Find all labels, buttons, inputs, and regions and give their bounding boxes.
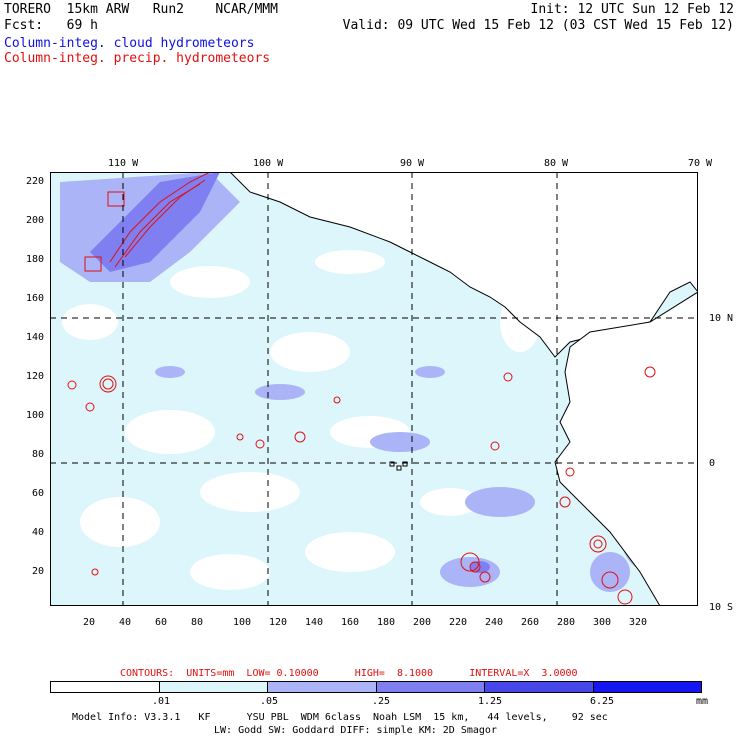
x-tick-label: 100 [233,617,252,628]
y-tick-label: 60 [32,488,45,499]
map-frame [50,172,698,606]
init-time: Init: 12 UTC Sun 12 Feb 12 [530,2,735,17]
lat-label-10n: 10 N [709,313,734,324]
y-tick-label: 40 [32,527,45,538]
x-tick-label: 180 [377,617,396,628]
x-tick-label: 60 [155,617,168,628]
x-tick-label: 40 [119,617,132,628]
galapagos-islands [389,461,408,471]
cloud-field-label: Column-integ. cloud hydrometeors [4,36,255,51]
legend-swatch [485,682,594,692]
x-tick-label: 240 [485,617,504,628]
map-plot [50,172,698,606]
legend-label: .05 [260,696,279,707]
lat-lon-grid [50,172,698,606]
x-tick-label: 20 [83,617,96,628]
legend-swatch [376,682,485,692]
clear-sky-patches [62,222,685,590]
y-tick-label: 160 [26,293,45,304]
legend-swatch [593,682,701,692]
y-tick-label: 80 [32,449,45,460]
model-title: TORERO 15km ARW Run2 NCAR/MMM [4,2,278,17]
legend-swatch [268,682,377,692]
color-scale-bar [50,681,702,693]
forecast-hour: Fcst: 69 h [4,18,98,33]
lat-label-10s: 10 S [709,602,734,613]
y-tick-label: 220 [26,176,45,187]
lon-label-100w: 100 W [253,158,284,169]
contour-info: CONTOURS: UNITS=mm LOW= 0.10000 HIGH= 8.… [120,668,578,679]
legend-label: 6.25 [590,696,615,707]
y-tick-label: 140 [26,332,45,343]
valid-time: Valid: 09 UTC Wed 15 Feb 12 (03 CST Wed … [342,18,734,33]
y-tick-label: 20 [32,566,45,577]
precip-contours [67,172,656,605]
x-tick-label: 140 [305,617,324,628]
x-tick-label: 120 [269,617,288,628]
model-info: Model Info: V3.3.1 KF YSU PBL WDM 6class… [72,712,608,723]
legend-units: mm [696,696,709,707]
legend-swatch [51,682,160,692]
physics-info: LW: Godd SW: Goddard DIFF: simple KM: 2D… [214,725,497,736]
legend-label: .01 [152,696,171,707]
x-tick-label: 200 [413,617,432,628]
x-tick-label: 160 [341,617,360,628]
x-tick-label: 80 [191,617,204,628]
y-tick-label: 100 [26,410,45,421]
precip-field-label: Column-integ. precip. hydrometeors [4,51,271,66]
x-tick-label: 260 [521,617,540,628]
y-tick-label: 120 [26,371,45,382]
y-tick-label: 200 [26,215,45,226]
lon-label-80w: 80 W [544,158,569,169]
lat-label-0: 0 [709,458,716,469]
legend-label: .25 [372,696,391,707]
lon-label-110w: 110 W [108,158,139,169]
y-tick-label: 180 [26,254,45,265]
legend-swatch [159,682,268,692]
x-tick-label: 220 [449,617,468,628]
lon-label-70w: 70 W [688,158,713,169]
x-tick-label: 300 [593,617,612,628]
x-tick-label: 280 [557,617,576,628]
lon-label-90w: 90 W [400,158,425,169]
land-mass [229,172,698,606]
legend-label: 1.25 [478,696,503,707]
x-tick-label: 320 [629,617,648,628]
